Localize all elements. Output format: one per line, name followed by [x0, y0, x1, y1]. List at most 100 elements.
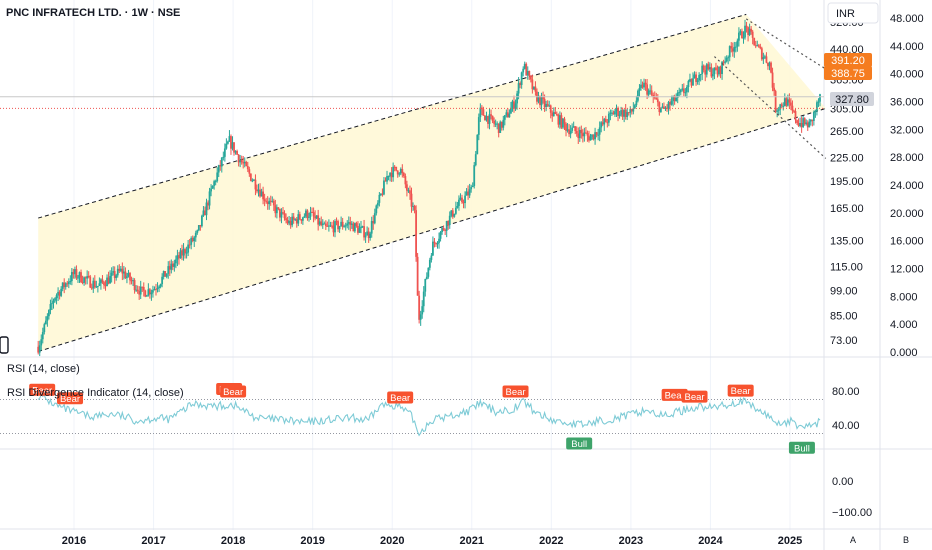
- candle-body: [227, 141, 229, 144]
- candle-body: [738, 32, 740, 41]
- candle-body: [219, 165, 222, 167]
- candle-body: [381, 193, 384, 195]
- candle-body: [531, 79, 534, 90]
- candle-body: [799, 123, 801, 127]
- candle-body: [165, 273, 168, 277]
- candle-body: [494, 123, 497, 125]
- candle-body: [199, 225, 202, 227]
- candle-body: [171, 263, 174, 267]
- candle-body: [635, 100, 638, 106]
- candle-body: [816, 102, 818, 111]
- candle-body: [647, 90, 650, 95]
- candle-body: [104, 285, 107, 287]
- candle-body: [499, 121, 502, 133]
- log-scale-button[interactable]: B: [903, 535, 909, 545]
- rsi-divergence-title[interactable]: RSI Divergence Indicator (14, close): [7, 387, 184, 399]
- candle-body: [138, 290, 141, 295]
- candle-body: [70, 272, 73, 282]
- candle-body: [441, 227, 443, 233]
- candle-body: [770, 62, 772, 73]
- candle-body: [233, 142, 235, 153]
- candle-body: [184, 249, 186, 254]
- candle-body: [571, 127, 574, 131]
- time-axis-tick: 2023: [619, 535, 643, 547]
- candle-body: [113, 271, 116, 279]
- candle-body: [464, 195, 466, 204]
- candle-body: [503, 115, 506, 120]
- candle-body: [618, 114, 621, 116]
- candle-body: [83, 277, 85, 283]
- candle-body: [188, 244, 191, 246]
- candle-body: [291, 216, 294, 226]
- candle-body: [802, 118, 805, 127]
- candle-body: [164, 271, 167, 277]
- candle-body: [347, 222, 350, 224]
- candle-body: [756, 45, 759, 47]
- drawing-handle-icon[interactable]: [0, 336, 9, 354]
- candle-body: [311, 211, 313, 213]
- candle-body: [774, 91, 777, 112]
- candle-body: [69, 281, 72, 283]
- candle-body: [282, 212, 284, 214]
- candle-body: [413, 205, 416, 211]
- candle-body: [66, 283, 69, 285]
- candle-body: [817, 101, 820, 103]
- trendlines: [0, 18, 827, 159]
- candle-body: [522, 68, 525, 73]
- candle-body: [652, 94, 655, 98]
- candle-body: [699, 73, 702, 76]
- currency-box[interactable]: [827, 2, 879, 24]
- candle-body: [682, 88, 685, 93]
- candle-body: [606, 122, 609, 124]
- candle-body: [633, 105, 636, 109]
- candle-body: [410, 193, 413, 207]
- candle-body: [263, 199, 266, 201]
- candle-body: [38, 345, 41, 353]
- candle-body: [572, 126, 575, 128]
- candle-body: [216, 172, 219, 182]
- candle-body: [559, 115, 561, 125]
- candle-body: [819, 94, 821, 102]
- candle-body: [312, 212, 315, 217]
- candle-body: [422, 291, 425, 307]
- candle-body: [782, 106, 785, 108]
- candle-body: [710, 67, 713, 77]
- candle-body: [387, 175, 390, 177]
- candle-body: [669, 102, 671, 105]
- candle-body: [670, 101, 673, 105]
- candle-body: [543, 98, 546, 107]
- candle-body: [305, 210, 307, 217]
- candle-body: [736, 40, 739, 47]
- candle-body: [747, 27, 749, 35]
- candle-body: [306, 210, 309, 218]
- auto-scale-button[interactable]: A: [850, 535, 856, 545]
- candle-body: [174, 259, 177, 264]
- candle-body: [462, 202, 465, 204]
- candle-body: [248, 169, 251, 174]
- candle-body: [542, 97, 544, 99]
- candle-body: [257, 189, 260, 192]
- candle-body: [676, 92, 679, 98]
- candle-body: [390, 172, 393, 178]
- candle-body: [474, 154, 477, 166]
- candle-body: [500, 121, 503, 128]
- candle-body: [332, 225, 335, 233]
- candle-body: [803, 118, 806, 125]
- candle-body: [72, 272, 75, 275]
- candle-body: [243, 161, 246, 164]
- secondary-axis-tick: 28.000: [890, 152, 924, 164]
- rsi-title: RSI (14, close): [7, 363, 80, 375]
- candle-body: [609, 112, 612, 114]
- candle-body: [145, 295, 148, 297]
- candle-body: [595, 132, 598, 135]
- candle-body: [324, 223, 327, 226]
- candle-body: [456, 205, 459, 208]
- candle-body: [115, 275, 118, 279]
- candle-body: [98, 283, 101, 286]
- candle-body: [361, 226, 364, 228]
- candle-body: [303, 216, 306, 218]
- candle-body: [349, 222, 352, 225]
- candle-body: [253, 179, 255, 181]
- candle-body: [329, 225, 332, 227]
- badge-last-price: [830, 92, 874, 106]
